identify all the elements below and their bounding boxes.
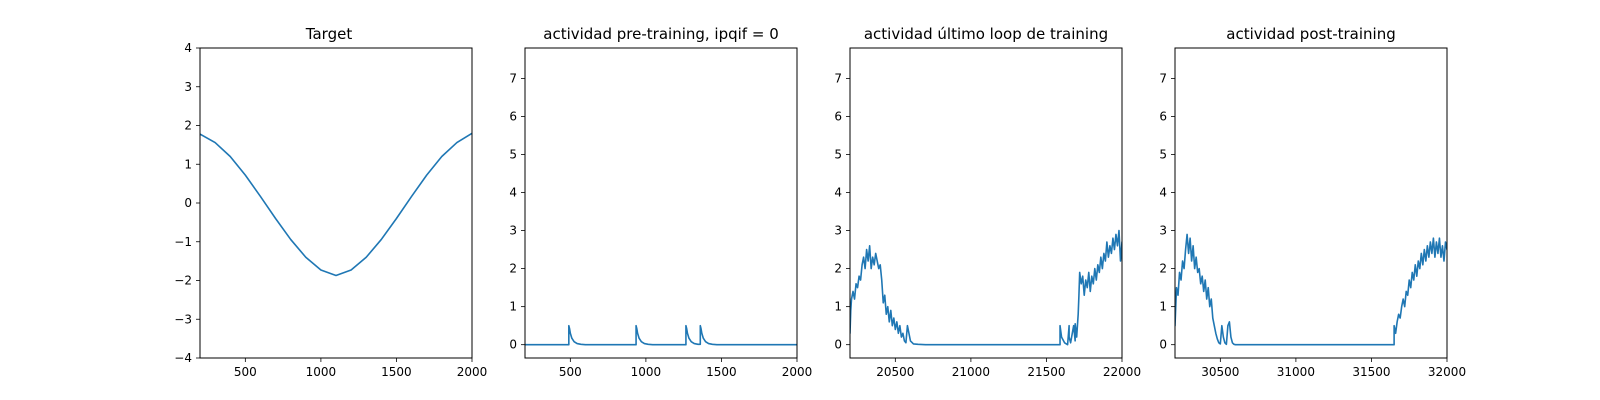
series-line <box>1175 233 1447 346</box>
x-tick-label: 500 <box>234 365 257 379</box>
ticks-target: 500 1000 1500 2000 −4 −3 −2 −1 0 1 2 3 4 <box>174 41 487 379</box>
y-tick-label: 4 <box>509 186 517 200</box>
axes-frame-pre-training <box>524 47 798 359</box>
ticks-post-training: 30500 31000 31500 32000 0 1 2 3 4 5 6 7 <box>1159 71 1466 379</box>
axes-frame-post-training <box>1174 47 1448 359</box>
y-tick-label: 3 <box>509 224 517 238</box>
y-tick-label: 1 <box>1159 300 1167 314</box>
y-tick-label: 6 <box>834 109 842 123</box>
x-tick-label: 2000 <box>457 365 488 379</box>
y-tick-label: 0 <box>184 196 192 210</box>
y-tick-label: 6 <box>509 109 517 123</box>
y-tick-label: 1 <box>184 157 192 171</box>
y-tick-label: 1 <box>509 300 517 314</box>
x-tick-label: 2000 <box>782 365 813 379</box>
plot-area-target <box>200 132 472 277</box>
x-tick-label: 21000 <box>952 365 990 379</box>
panel-title-pre-training: actividad pre-training, ipqif = 0 <box>543 25 779 43</box>
y-tick-label: 3 <box>184 80 192 94</box>
panel-pre-training: actividad pre-training, ipqif = 0 500 100… <box>509 25 812 379</box>
x-tick-label: 1000 <box>306 365 337 379</box>
panel-target: Target 500 1000 1500 2000 −4 −3 −2 −1 0 1 2 3 4 <box>174 25 487 379</box>
x-tick-label: 500 <box>559 365 582 379</box>
y-tick-label: 4 <box>184 41 192 55</box>
y-tick-label: 2 <box>509 262 517 276</box>
y-tick-label: 2 <box>184 119 192 133</box>
panel-last-training-loop: actividad último loop de training 20500 2… <box>834 25 1141 379</box>
y-tick-label: −3 <box>174 312 192 326</box>
x-tick-label: 30500 <box>1201 365 1239 379</box>
ticks-pre-training: 500 1000 1500 2000 0 1 2 3 4 5 6 7 <box>509 71 812 379</box>
y-tick-label: 2 <box>834 262 842 276</box>
panel-title-post-training: actividad post-training <box>1226 25 1395 43</box>
plot-area-last-training-loop <box>850 229 1122 346</box>
x-tick-label: 20500 <box>876 365 914 379</box>
y-tick-label: 0 <box>834 338 842 352</box>
y-tick-label: 5 <box>834 148 842 162</box>
x-tick-label: 31500 <box>1352 365 1390 379</box>
x-tick-label: 1500 <box>381 365 412 379</box>
x-tick-label: 1500 <box>706 365 737 379</box>
x-tick-label: 32000 <box>1428 365 1466 379</box>
y-tick-label: 5 <box>509 148 517 162</box>
y-tick-label: 4 <box>1159 186 1167 200</box>
y-tick-label: −4 <box>174 351 192 365</box>
y-tick-label: 7 <box>1159 71 1167 85</box>
y-tick-label: 7 <box>834 71 842 85</box>
y-tick-label: 5 <box>1159 148 1167 162</box>
x-tick-label: 22000 <box>1103 365 1141 379</box>
y-tick-label: −1 <box>174 235 192 249</box>
ticks-last-training-loop: 20500 21000 21500 22000 0 1 2 3 4 5 6 7 <box>834 71 1141 379</box>
plot-area-post-training <box>1175 233 1447 346</box>
panel-title-last-training-loop: actividad último loop de training <box>864 25 1108 43</box>
x-tick-label: 1000 <box>631 365 662 379</box>
plot-area-pre-training <box>525 324 797 346</box>
panel-post-training: actividad post-training 30500 31000 31500 3… <box>1159 25 1466 379</box>
y-tick-label: 0 <box>509 338 517 352</box>
y-tick-label: 3 <box>1159 224 1167 238</box>
y-tick-label: 4 <box>834 186 842 200</box>
panel-title-target: Target <box>305 25 353 43</box>
y-tick-label: 0 <box>1159 338 1167 352</box>
y-tick-label: 3 <box>834 224 842 238</box>
x-tick-label: 21500 <box>1027 365 1065 379</box>
x-tick-label: 31000 <box>1277 365 1315 379</box>
series-line <box>200 132 472 277</box>
y-tick-label: 7 <box>509 71 517 85</box>
axes-frame-target <box>199 47 473 359</box>
series-line <box>525 324 797 346</box>
y-tick-label: 1 <box>834 300 842 314</box>
y-tick-label: −2 <box>174 274 192 288</box>
y-tick-label: 6 <box>1159 109 1167 123</box>
series-line <box>850 229 1122 346</box>
y-tick-label: 2 <box>1159 262 1167 276</box>
axes-frame-last-training-loop <box>849 47 1123 359</box>
